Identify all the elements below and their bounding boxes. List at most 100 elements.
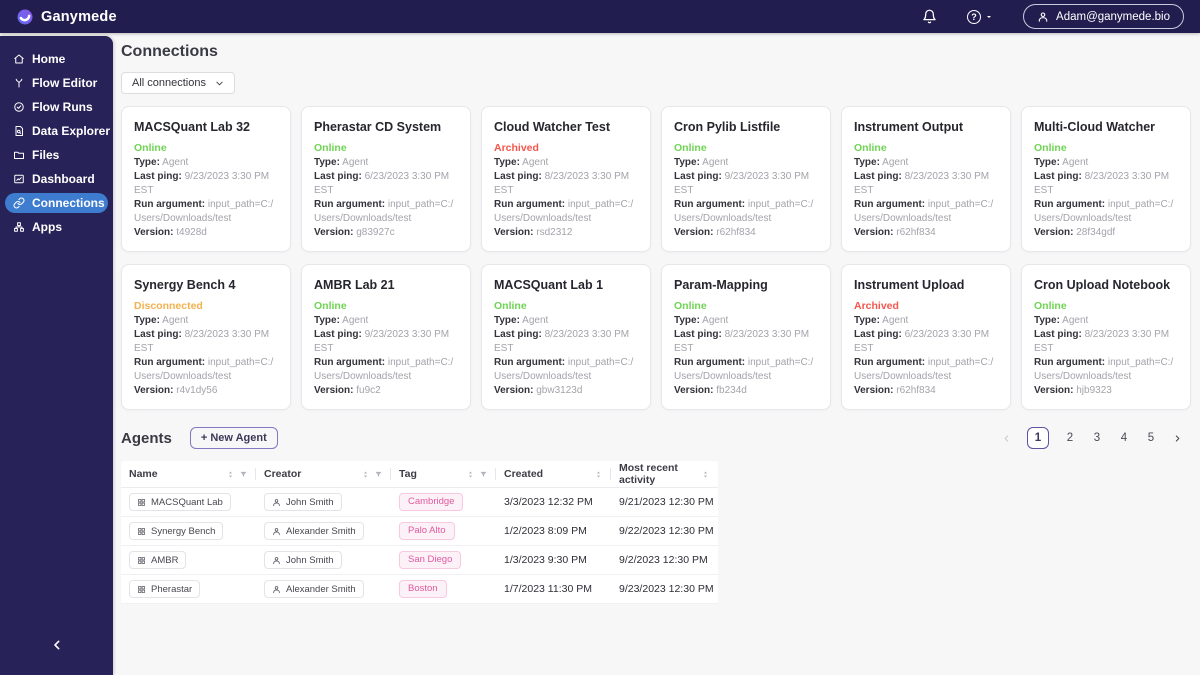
connection-lastping-label: Last ping: [674, 171, 722, 182]
connection-card[interactable]: Cloud Watcher Test Archived Type: Agent … [481, 106, 651, 252]
connection-version-value: r62hf834 [896, 385, 936, 396]
table-row: AMBR John Smith San Diego 1/3/2023 9:30 … [121, 546, 718, 575]
pagination-next-button[interactable] [1172, 433, 1183, 444]
sort-icon[interactable] [226, 470, 235, 479]
connection-version-value: g83927c [356, 227, 395, 238]
pagination-page-1[interactable]: 1 [1027, 427, 1049, 449]
column-header-recent-activity: Most recent activity [611, 461, 718, 487]
agent-name-chip[interactable]: Pherastar [129, 580, 201, 598]
connection-type-label: Type: [494, 315, 520, 326]
connection-type-label: Type: [854, 315, 880, 326]
sort-icon[interactable] [466, 470, 475, 479]
connection-card[interactable]: Instrument Output Online Type: Agent Las… [841, 106, 1011, 252]
connection-type-label: Type: [674, 157, 700, 168]
brand[interactable]: Ganymede [16, 8, 117, 26]
pagination-page-5[interactable]: 5 [1147, 432, 1155, 444]
agent-creator-chip[interactable]: Alexander Smith [264, 580, 364, 598]
filter-icon[interactable] [479, 470, 488, 479]
pagination-prev-button[interactable] [1001, 433, 1012, 444]
connection-card[interactable]: MACSQuant Lab 1 Online Type: Agent Last … [481, 264, 651, 410]
chevron-left-icon [1004, 434, 1009, 442]
agent-creator: John Smith [286, 554, 334, 566]
connection-type-value: Agent [882, 315, 909, 326]
connection-lastping-value: 6/23/2023 3:30 PM EST [854, 329, 990, 354]
agent-created: 1/3/2023 9:30 PM [504, 554, 587, 566]
user-account-button[interactable]: Adam@ganymede.bio [1023, 4, 1184, 29]
sidebar-item-label: Flow Editor [32, 76, 98, 90]
connection-lastping-value: 8/23/2023 3:30 PM EST [674, 329, 810, 354]
document-search-icon [15, 126, 23, 136]
bell-icon [923, 9, 936, 24]
agent-recent: 9/23/2023 12:30 PM [619, 583, 714, 595]
ganymede-logo-icon [17, 9, 33, 24]
connections-filter-dropdown[interactable]: All connections [121, 72, 235, 94]
agent-tag[interactable]: San Diego [399, 551, 462, 569]
agent-tag[interactable]: Palo Alto [399, 522, 455, 540]
question-icon: ? [967, 9, 982, 24]
sidebar-item-connections[interactable]: Connections [5, 193, 108, 213]
connection-version-value: r62hf834 [896, 227, 936, 238]
connection-status: Online [134, 142, 167, 154]
connection-card[interactable]: Multi-Cloud Watcher Online Type: Agent L… [1021, 106, 1191, 252]
connection-card[interactable]: Synergy Bench 4 Disconnected Type: Agent… [121, 264, 291, 410]
pagination-page-3[interactable]: 3 [1093, 432, 1101, 444]
connection-runarg-value: input_path=C:/Users/Downloads/test [854, 199, 994, 224]
filter-icon[interactable] [374, 470, 383, 479]
agent-name-chip[interactable]: MACSQuant Lab [129, 493, 231, 511]
sidebar-item-dashboard[interactable]: Dashboard [5, 169, 108, 189]
agent-creator-chip[interactable]: John Smith [264, 551, 342, 569]
connection-card[interactable]: Param-Mapping Online Type: Agent Last pi… [661, 264, 831, 410]
new-agent-button[interactable]: + New Agent [189, 427, 278, 449]
column-label: Most recent activity [619, 462, 678, 486]
sidebar-item-data-explorer[interactable]: Data Explorer [5, 121, 110, 141]
sort-icon[interactable] [701, 470, 710, 479]
connection-version-label: Version: [314, 385, 354, 396]
connection-type-label: Type: [854, 157, 880, 168]
agent-creator-chip[interactable]: Alexander Smith [264, 522, 364, 540]
agent-name-chip[interactable]: Synergy Bench [129, 522, 224, 540]
connection-type-label: Type: [134, 157, 160, 168]
agent-creator-chip[interactable]: John Smith [264, 493, 342, 511]
connection-card[interactable]: AMBR Lab 21 Online Type: Agent Last ping… [301, 264, 471, 410]
sort-icon[interactable] [361, 470, 370, 479]
sidebar-item-home[interactable]: Home [5, 49, 108, 69]
connection-card-title: MACSQuant Lab 32 [134, 120, 250, 134]
connections-grid: MACSQuant Lab 32 Online Type: Agent Last… [121, 106, 1191, 410]
connection-card-title: Multi-Cloud Watcher [1034, 120, 1156, 134]
sidebar-collapse-button[interactable] [0, 637, 113, 653]
pagination-page-4[interactable]: 4 [1120, 432, 1128, 444]
filter-dropdown-label: All connections [132, 77, 206, 89]
agent-tag[interactable]: Cambridge [399, 493, 464, 511]
agent-created: 3/3/2023 12:32 PM [504, 496, 593, 508]
connection-runarg-label: Run argument: [494, 357, 566, 368]
connection-card[interactable]: Cron Pylib Listfile Online Type: Agent L… [661, 106, 831, 252]
sidebar-item-flow-editor[interactable]: Flow Editor [5, 73, 108, 93]
connection-runarg-label: Run argument: [314, 357, 386, 368]
notifications-button[interactable] [922, 9, 937, 24]
connection-runarg-label: Run argument: [314, 199, 386, 210]
connection-type-label: Type: [134, 315, 160, 326]
table-row: Pherastar Alexander Smith Boston 1/7/202… [121, 575, 718, 604]
agent-name-chip[interactable]: AMBR [129, 551, 187, 569]
sidebar-item-flow-runs[interactable]: Flow Runs [5, 97, 108, 117]
connection-card[interactable]: Cron Upload Notebook Online Type: Agent … [1021, 264, 1191, 410]
connection-card[interactable]: MACSQuant Lab 32 Online Type: Agent Last… [121, 106, 291, 252]
agent-recent: 9/22/2023 12:30 PM [619, 525, 714, 537]
agent-tag[interactable]: Boston [399, 580, 447, 598]
connection-card[interactable]: Instrument Upload Archived Type: Agent L… [841, 264, 1011, 410]
sidebar-item-files[interactable]: Files [5, 145, 108, 165]
person-icon [273, 585, 280, 593]
connection-card-title: Instrument Upload [854, 278, 965, 292]
help-menu-button[interactable]: ? [967, 9, 993, 24]
pagination-page-2[interactable]: 2 [1066, 432, 1074, 444]
agent-name: Synergy Bench [151, 525, 216, 537]
filter-icon[interactable] [239, 470, 248, 479]
sidebar-item-label: Apps [32, 220, 62, 234]
sort-icon[interactable] [594, 470, 603, 479]
connection-card-title: Cron Pylib Listfile [674, 120, 781, 134]
sidebar: Home Flow Editor Flow Runs Data Explorer… [0, 36, 113, 675]
grid-icon [138, 527, 145, 535]
sidebar-item-apps[interactable]: Apps [5, 217, 108, 237]
agent-creator: Alexander Smith [286, 583, 356, 595]
connection-card[interactable]: Pherastar CD System Online Type: Agent L… [301, 106, 471, 252]
